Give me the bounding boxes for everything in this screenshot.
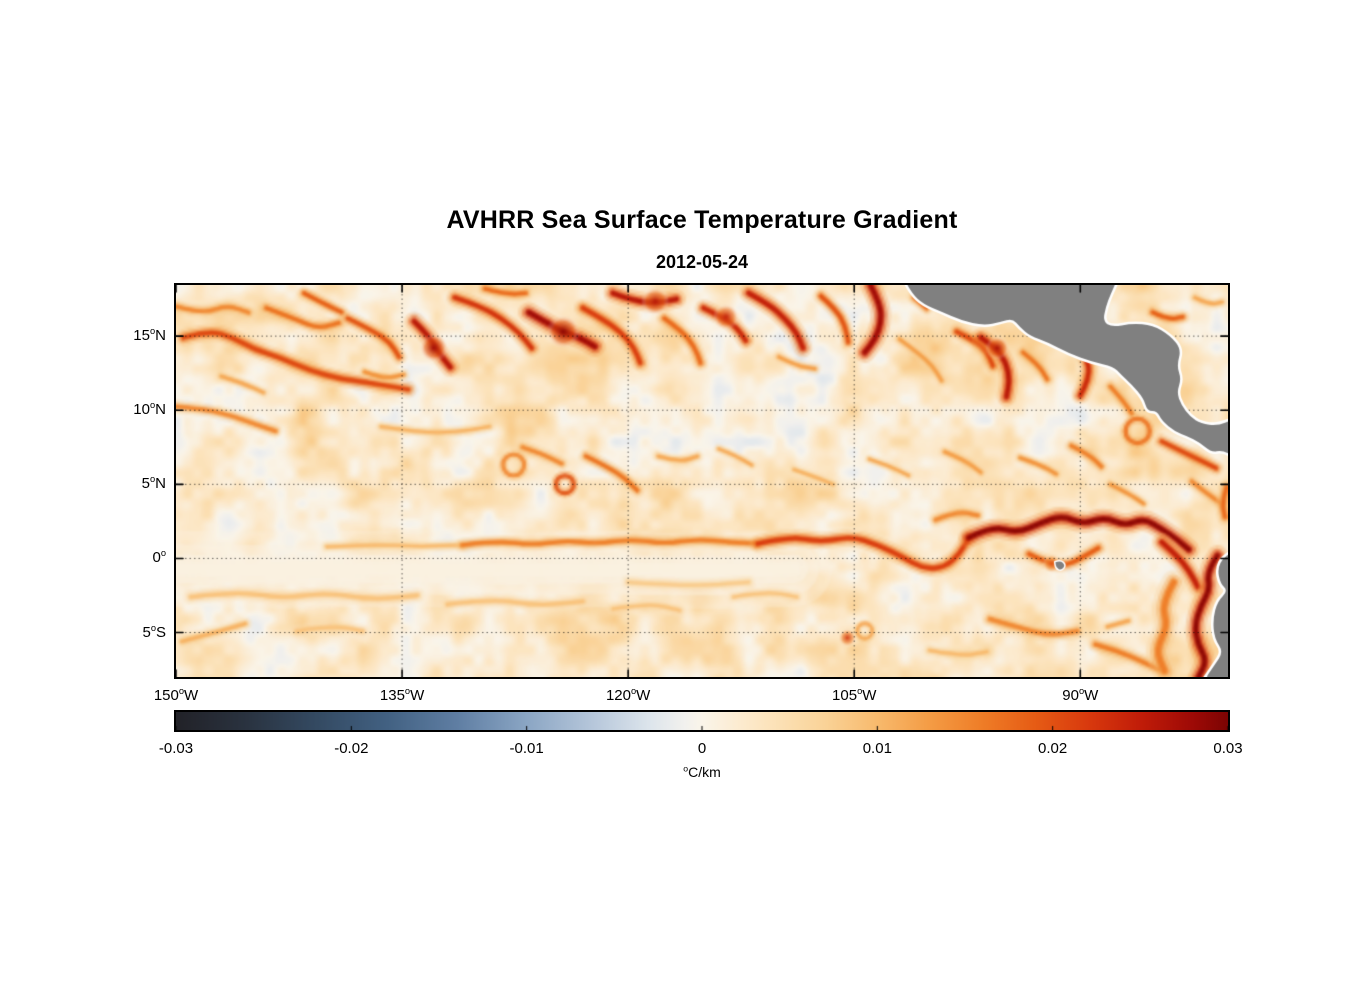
x-tick-label: 150oW bbox=[153, 686, 199, 704]
colorbar-tick-label: -0.02 bbox=[334, 740, 369, 757]
y-tick-label: 10oN bbox=[133, 400, 166, 419]
degree-superscript: o bbox=[149, 474, 156, 485]
degree-superscript: o bbox=[1078, 686, 1085, 696]
degree-superscript: o bbox=[150, 622, 156, 633]
figure-title: AVHRR Sea Surface Temperature Gradient bbox=[446, 206, 958, 234]
x-tick-label: 90oW bbox=[1062, 686, 1099, 704]
x-tick-label: 135oW bbox=[379, 686, 425, 704]
degree-superscript: o bbox=[160, 548, 166, 559]
x-tick-label: 120oW bbox=[605, 686, 651, 704]
colorbar-units-label: oC/km bbox=[683, 763, 721, 780]
figure-date: 2012-05-24 bbox=[655, 252, 749, 272]
colorbar-frame bbox=[174, 710, 1230, 732]
degree-superscript: o bbox=[857, 686, 863, 696]
y-tick-label: 0o bbox=[152, 548, 166, 567]
sst-gradient-heatmap bbox=[176, 285, 1228, 677]
colorbar-tick-label: 0.01 bbox=[862, 740, 892, 757]
map-plot-frame bbox=[174, 283, 1230, 679]
y-tick-label: 5oN bbox=[141, 474, 166, 493]
colorbar-tick-label: -0.03 bbox=[158, 740, 194, 757]
colorbar bbox=[176, 712, 1228, 730]
degree-superscript: o bbox=[630, 686, 637, 696]
y-tick-label: 15oN bbox=[133, 326, 166, 345]
colorbar-tick-label: -0.01 bbox=[509, 740, 544, 757]
degree-superscript: o bbox=[683, 763, 689, 774]
degree-superscript: o bbox=[149, 326, 156, 337]
degree-superscript: o bbox=[178, 686, 185, 696]
colorbar-tick-label: 0.02 bbox=[1038, 740, 1068, 757]
degree-superscript: o bbox=[404, 686, 411, 696]
colorbar-tick-label: 0 bbox=[697, 740, 707, 757]
colorbar-tick-label: 0.03 bbox=[1213, 740, 1243, 757]
y-tick-label: 5oS bbox=[142, 622, 166, 641]
x-tick-label: 105oW bbox=[832, 686, 877, 704]
degree-superscript: o bbox=[149, 400, 156, 411]
